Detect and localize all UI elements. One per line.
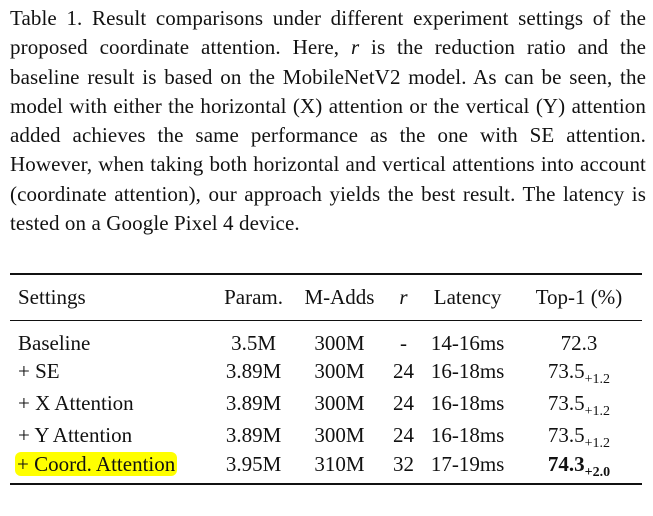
table-header-row: Settings Param. M-Adds r Latency Top-1 (… [10, 274, 642, 320]
cell-madds: 300M [314, 391, 365, 416]
cell-r: - [399, 330, 407, 355]
header-r: r [399, 284, 408, 309]
cell-r: 32 [392, 452, 414, 477]
table-row-se: + SE 3.89M 300M 24 16-18ms 73.5+1.2 [10, 356, 642, 388]
caption-symbol-r: r [350, 35, 360, 60]
cell-top1: 73.5+1.2 [516, 388, 642, 420]
cell-latency: 16-18ms [430, 391, 505, 416]
cell-params: 3.89M [225, 359, 282, 384]
top1-value: 72.3 [560, 330, 598, 355]
header-params: Param. [224, 284, 284, 309]
cell-latency: 16-18ms [430, 359, 505, 384]
top1-value: 73.5 [547, 359, 585, 384]
cell-r: 24 [392, 423, 414, 448]
cell-top1: 73.5+1.2 [516, 356, 642, 388]
table-row-y-attention: + Y Attention 3.89M 300M 24 16-18ms 73.5… [10, 420, 642, 452]
cell-r: 24 [392, 359, 414, 384]
top1-delta: +1.2 [584, 372, 611, 388]
top1-value: 73.5 [547, 423, 585, 448]
cell-madds: 300M [314, 359, 365, 384]
cell-params: 3.5M [231, 330, 277, 355]
cell-top1-best: 74.3+2.0 [516, 452, 642, 484]
cell-settings: + X Attention [18, 391, 134, 416]
cell-latency: 17-19ms [430, 452, 505, 477]
cell-latency: 16-18ms [430, 423, 505, 448]
cell-params: 3.95M [225, 452, 282, 477]
cell-madds: 300M [314, 330, 365, 355]
header-madds: M-Adds [304, 284, 375, 309]
top1-delta: +1.2 [584, 436, 611, 452]
cell-r: 24 [392, 391, 414, 416]
top1-value: 74.3 [547, 452, 585, 477]
cell-settings: Baseline [18, 330, 91, 355]
top1-delta: +2.0 [584, 465, 611, 481]
table-caption: Table 1. Result comparisons under differ… [10, 4, 646, 238]
caption-text-2: is the reduction ratio and the baseline … [10, 35, 646, 236]
cell-settings: + Coord. Attention [10, 452, 216, 484]
cell-latency: 14-16ms [430, 330, 505, 355]
cell-top1: 73.5+1.2 [516, 420, 642, 452]
top1-value: 73.5 [547, 391, 585, 416]
highlighted-setting: + Coord. Attention [15, 452, 178, 477]
top1-delta: +1.2 [584, 404, 611, 420]
cell-madds: 300M [314, 423, 365, 448]
cell-params: 3.89M [225, 391, 282, 416]
table-row-x-attention: + X Attention 3.89M 300M 24 16-18ms 73.5… [10, 388, 642, 420]
caption-text-1: Table 1. Result comparisons under differ… [10, 6, 646, 60]
results-table: Settings Param. M-Adds r Latency Top-1 (… [10, 273, 642, 485]
table-row-coord-attention: + Coord. Attention 3.95M 310M 32 17-19ms… [10, 452, 642, 485]
cell-settings: + Y Attention [18, 423, 133, 448]
cell-top1: 72.3 [516, 320, 642, 356]
table-row-baseline: Baseline 3.5M 300M - 14-16ms 72.3 [10, 320, 642, 356]
header-settings: Settings [18, 284, 86, 309]
cell-params: 3.89M [225, 423, 282, 448]
header-latency: Latency [433, 284, 502, 309]
cell-madds: 310M [314, 452, 365, 477]
cell-settings: + SE [18, 359, 60, 384]
header-top1: Top-1 (%) [535, 284, 623, 309]
